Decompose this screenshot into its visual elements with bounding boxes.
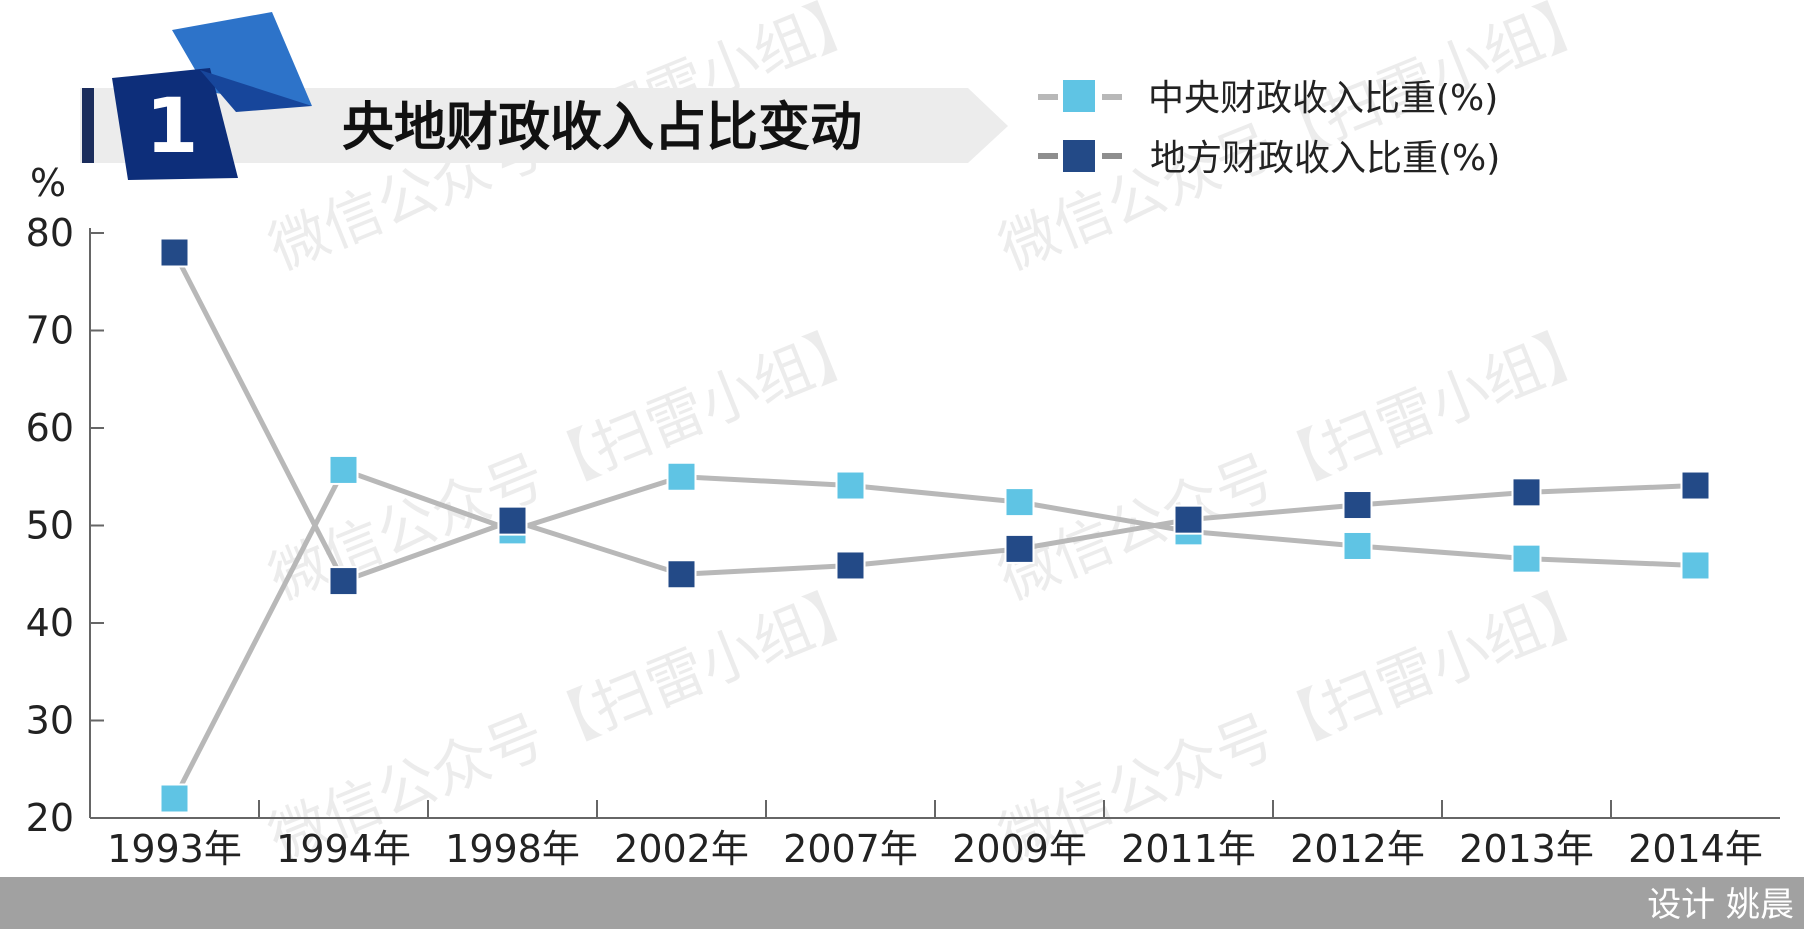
y-tick-label: 80 [26, 211, 74, 255]
axes: 20 30 40 50 60 70 80 1993年 1994年 1998年 2002年 2007年 2… [26, 211, 1780, 871]
legend-marker-central [1063, 80, 1095, 112]
footer-band [0, 877, 1804, 929]
data-point-local [159, 237, 190, 268]
title-band [80, 88, 1008, 163]
legend: 中央财政收入比重(%) 地方财政收入比重(%) [1038, 78, 1500, 179]
y-tick-label: 70 [26, 309, 74, 353]
data-point-local [835, 550, 866, 581]
data-point-local [497, 505, 528, 536]
x-tick-label: 1998年 [445, 827, 580, 871]
data-point-local [1511, 477, 1542, 508]
series-line-local [172, 251, 1696, 584]
series-markers [159, 237, 1711, 814]
y-tick-label: 50 [26, 504, 74, 548]
title-banner: 1 央地财政收入占比变动 [80, 12, 1008, 180]
y-tick-label: 40 [26, 601, 74, 645]
x-tick-label: 2009年 [952, 827, 1087, 871]
badge-number: 1 [146, 81, 199, 170]
x-tick-label: 2011年 [1121, 827, 1256, 871]
data-point-central [159, 783, 190, 814]
legend-label-local: 地方财政收入比重(%) [1150, 138, 1500, 179]
series-lines [172, 251, 1696, 800]
data-point-central [666, 461, 697, 492]
y-axis-unit-label: % [30, 161, 66, 205]
y-tick-label: 30 [26, 699, 74, 743]
data-point-local [328, 566, 359, 597]
x-tick-label: 2012年 [1290, 827, 1425, 871]
y-tick-label: 60 [26, 406, 74, 450]
x-tick-label: 2014年 [1628, 827, 1763, 871]
page-title: 央地财政收入占比变动 [342, 98, 862, 158]
data-point-local [1680, 470, 1711, 501]
legend-item-local: 地方财政收入比重(%) [1038, 138, 1500, 179]
title-accent-bar [82, 88, 94, 163]
legend-label-central: 中央财政收入比重(%) [1148, 78, 1498, 119]
x-tick-label: 1993年 [107, 827, 242, 871]
x-tick-label: 1994年 [276, 827, 411, 871]
designer-credit: 设计 姚晨 [1647, 885, 1794, 925]
x-tick-label: 2007年 [783, 827, 918, 871]
x-tick-label: 2002年 [614, 827, 749, 871]
series-line-central [172, 467, 1696, 800]
y-tick-label: 20 [26, 796, 74, 840]
data-point-central [328, 454, 359, 485]
data-point-central [1004, 487, 1035, 518]
legend-item-central: 中央财政收入比重(%) [1038, 78, 1498, 119]
data-point-central [1342, 530, 1373, 561]
x-tick-label: 2013年 [1459, 827, 1594, 871]
data-point-central [1680, 550, 1711, 581]
data-point-local [1342, 490, 1373, 521]
data-point-central [1511, 543, 1542, 574]
data-point-local [1004, 533, 1035, 564]
data-point-local [1173, 504, 1204, 535]
data-point-central [835, 470, 866, 501]
legend-marker-local [1063, 140, 1095, 172]
badge-icon: 1 [112, 12, 312, 180]
data-point-local [666, 559, 697, 590]
